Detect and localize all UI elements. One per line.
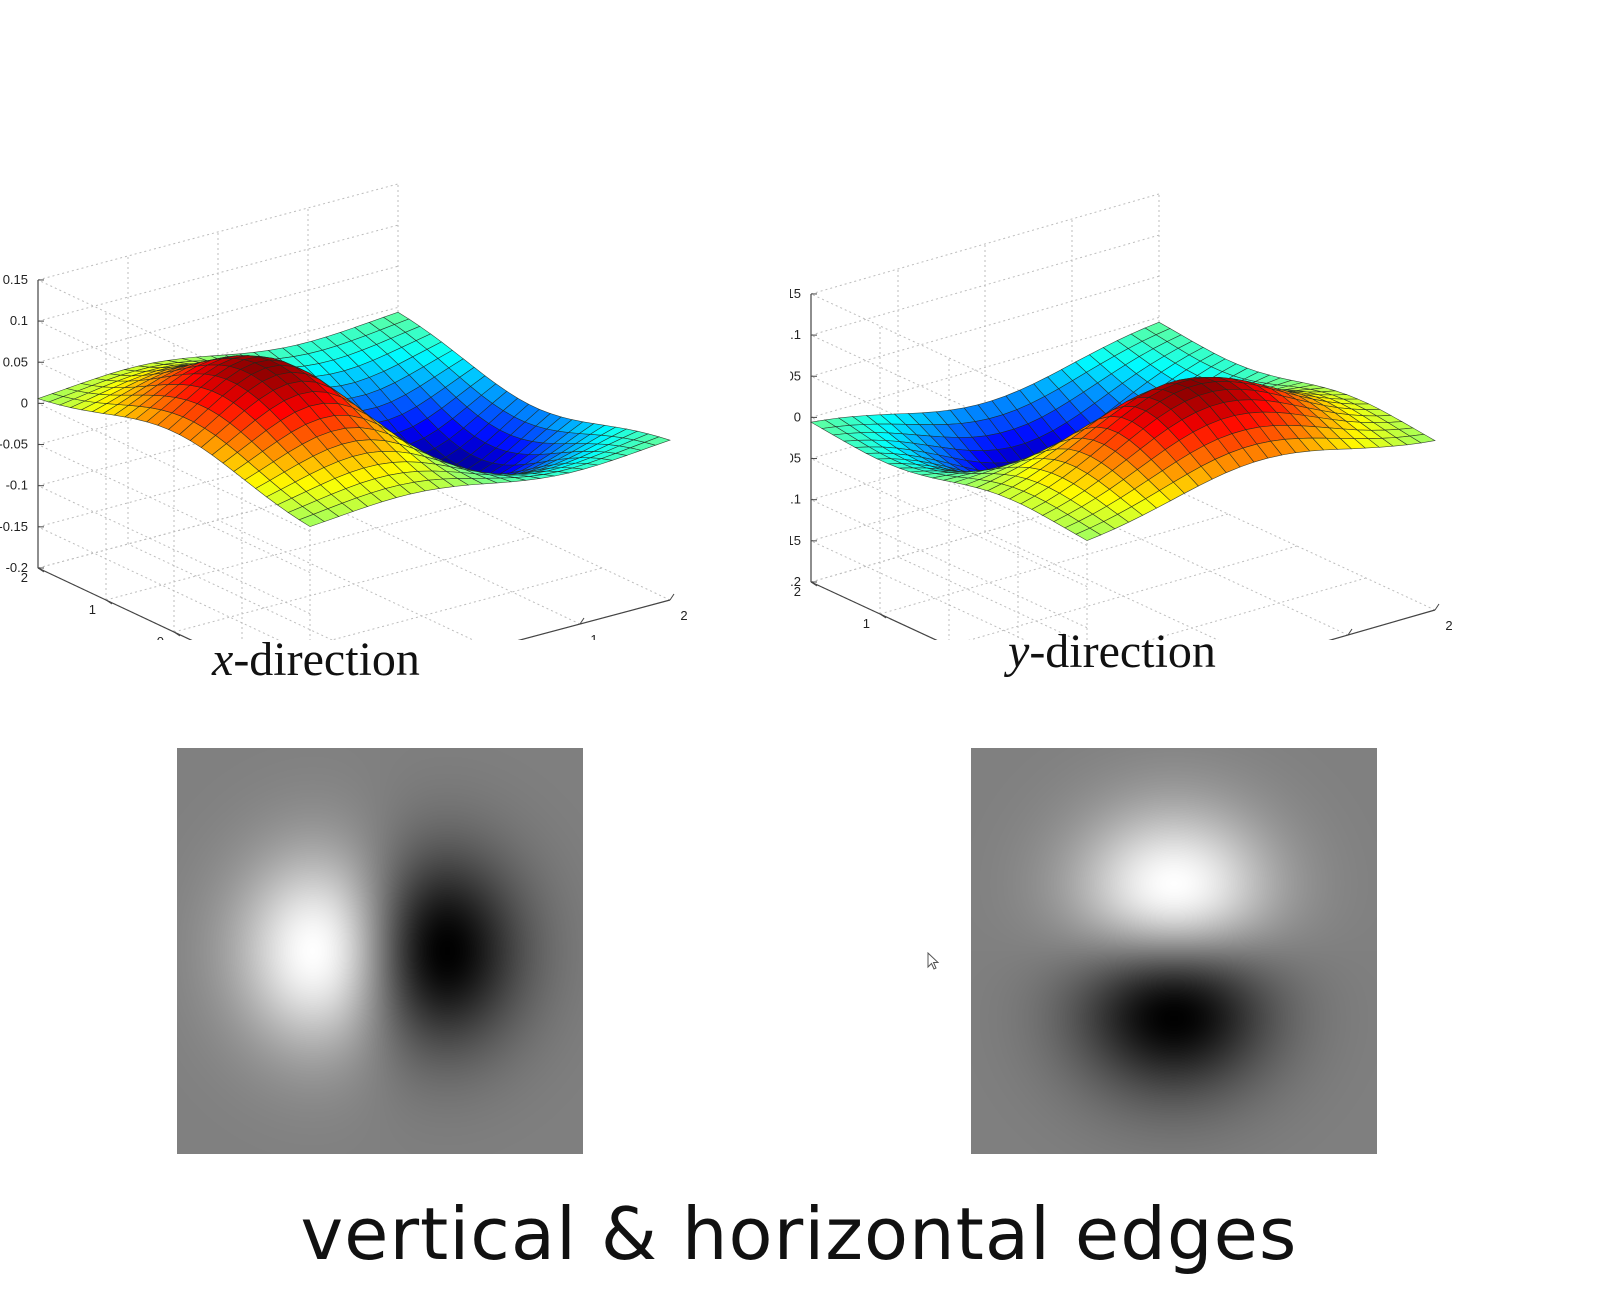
- surface-x-grid-line: [397, 471, 671, 601]
- caption-x-direction: x-direction: [212, 632, 420, 687]
- surface-y-z-tick-label: 0.15: [790, 286, 801, 301]
- surface-y-grid-line: [879, 513, 1229, 615]
- surface-x-grid-line: [173, 535, 535, 633]
- surface-y-grid-line: [810, 275, 1160, 377]
- surface-x-z-tick-label: -0.05: [0, 437, 28, 452]
- surface-x-grid-line: [37, 444, 311, 574]
- surface-y-z-tick-label: 0: [794, 409, 801, 424]
- surface-x-z-tick-label: 0.15: [3, 272, 28, 287]
- surface-x-x-tick-label: 2: [680, 608, 687, 623]
- surface-x-y-tick: [173, 631, 181, 637]
- surface-y-grid-line: [810, 458, 1088, 588]
- surface-plot-y-svg: -2-1012-2-1012-0.2-0.15-0.1-0.0500.050.1…: [790, 193, 1453, 640]
- surface-x-x-axis-line: [517, 599, 671, 640]
- surface-x-grid-line: [37, 567, 193, 640]
- surface-x-z-tick-label: -0.2: [6, 560, 28, 575]
- heatmap-x-direction-kernel: [177, 748, 583, 1154]
- surface-x-y-tick: [105, 599, 113, 605]
- surface-x-grid-line: [37, 183, 399, 281]
- surface-y-x-axis-line: [1328, 609, 1436, 640]
- caption-y-direction: y-direction: [1008, 624, 1216, 679]
- surface-x-surface-patch: [643, 436, 671, 446]
- surface-x-z-tick-label: -0.1: [6, 478, 28, 493]
- surface-y-z-tick-label: -0.2: [790, 574, 801, 589]
- surface-x-x-tick: [579, 617, 585, 625]
- surface-plot-x-direction: -2-1012-2-1012-0.2-0.15-0.1-0.0500.050.1…: [0, 0, 760, 640]
- surface-x-x-tick: [669, 593, 675, 601]
- surface-plot-x-svg: -2-1012-2-1012-0.2-0.15-0.1-0.0500.050.1…: [0, 183, 688, 640]
- surface-y-grid-line: [984, 531, 1220, 640]
- surface-plot-y-direction: -2-1012-2-1012-0.2-0.15-0.1-0.0500.050.1…: [790, 0, 1598, 640]
- surface-y-surface-patch: [1409, 433, 1436, 444]
- surface-x-grid-line: [105, 503, 467, 601]
- surface-y-grid-line: [810, 193, 1160, 295]
- surface-y-grid-line: [810, 234, 1160, 336]
- surface-x-grid-line: [330, 567, 603, 640]
- surface-x-grid-line: [37, 265, 399, 363]
- surface-y-z-tick-label: 0.05: [790, 368, 801, 383]
- surface-y-surface: [810, 321, 1436, 541]
- surface-x-z-tick-label: 0.1: [10, 313, 28, 328]
- surface-x-grid-line: [37, 402, 311, 532]
- surface-y-x-tick-label: 2: [1445, 618, 1452, 633]
- surface-y-z-tick-label: 0.1: [790, 327, 801, 342]
- surface-y-z-tick-label: -0.05: [790, 451, 801, 466]
- surface-x-grid-line: [217, 519, 475, 640]
- surface-x-grid-line: [37, 224, 399, 322]
- surface-y-z-tick-label: -0.1: [790, 492, 801, 507]
- surface-x-y-tick: [37, 567, 45, 573]
- heatmap-y-direction-kernel: [971, 748, 1377, 1154]
- surface-y-grid-line: [1158, 481, 1436, 611]
- surface-x-grid-line: [37, 526, 280, 640]
- caption-y-variable: y: [1008, 625, 1030, 678]
- surface-y-x-tick: [1347, 628, 1353, 636]
- surface-x-surface: [37, 311, 671, 527]
- surface-x-y-tick-label: 1: [89, 602, 96, 617]
- surface-y-y-tick-label: 1: [863, 616, 870, 631]
- surface-y-y-tick: [810, 581, 818, 587]
- surface-x-z-tick-label: -0.15: [0, 519, 28, 534]
- surface-y-grid-line: [810, 416, 1088, 546]
- mouse-cursor-icon: [927, 952, 940, 970]
- surface-y-x-tick: [1434, 603, 1440, 611]
- surface-y-grid-line: [810, 316, 1160, 418]
- surface-x-y-tick-label: 2: [21, 570, 28, 585]
- surface-x-y-axis-line: [37, 567, 193, 640]
- caption-x-suffix: -direction: [233, 633, 420, 686]
- surface-y-grid-line: [810, 499, 1088, 629]
- surface-x-grid-line: [37, 485, 311, 615]
- surface-y-z-tick-label: -0.15: [790, 533, 801, 548]
- surface-x-z-tick-label: 0: [21, 395, 28, 410]
- surface-y-grid-line: [968, 545, 1298, 640]
- surface-y-y-tick-label: 2: [794, 584, 801, 599]
- surface-x-grid-line: [307, 495, 581, 625]
- surface-y-grid-line: [1148, 577, 1367, 640]
- surface-y-grid-line: [1071, 506, 1349, 636]
- surface-x-grid-line: [127, 543, 334, 640]
- bottom-caption: vertical & horizontal edges: [300, 1192, 1298, 1276]
- surface-x-z-tick-label: 0.05: [3, 354, 28, 369]
- surface-x-x-tick-label: 1: [590, 632, 597, 640]
- surface-y-y-axis-line: [810, 581, 938, 640]
- surface-x-grid-line: [37, 567, 193, 640]
- surface-y-y-tick: [879, 613, 887, 619]
- caption-x-variable: x: [212, 633, 234, 686]
- surface-x-y-tick-label: 0: [157, 634, 164, 640]
- caption-y-suffix: -direction: [1029, 625, 1216, 678]
